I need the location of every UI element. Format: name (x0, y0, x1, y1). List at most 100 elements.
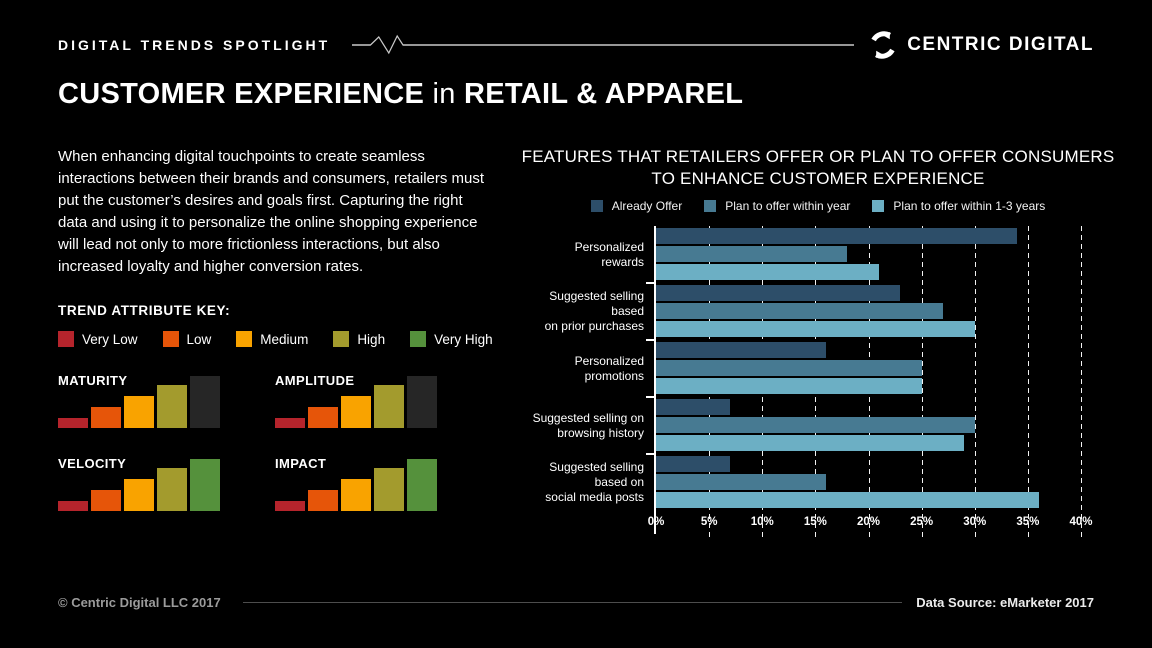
page-title-part2: RETAIL & APPAREL (464, 78, 744, 110)
attribute-bar (91, 407, 121, 429)
attribute-bar (124, 396, 154, 429)
trend-key-label: Very High (434, 331, 493, 347)
trend-key-swatch (58, 331, 74, 348)
plot-area: 0% 5% 10% 15% 20% 25% 30% 35% 40% (646, 226, 1093, 539)
y-axis-tick (646, 453, 656, 456)
bar-already-offer (656, 285, 901, 302)
brand-name: CENTRIC DIGITAL (907, 34, 1094, 55)
gridline (921, 226, 923, 539)
y-axis-tick (646, 396, 656, 399)
legend-item: Plan to offer within year (704, 199, 850, 213)
page-title: CUSTOMER EXPERIENCE in RETAIL & APPAREL (58, 78, 743, 111)
attribute-bar (374, 385, 404, 429)
bar-group (656, 340, 1087, 397)
chart-panel: FEATURES THAT RETAILERS OFFER OR PLAN TO… (520, 146, 1116, 539)
gridline (974, 226, 976, 539)
trend-key-swatch (162, 331, 179, 348)
category-label-line: Personalized (574, 353, 644, 368)
attribute-bar (157, 468, 187, 512)
x-axis-label: 30% (963, 516, 987, 529)
intro-paragraph: When enhancing digital touchpoints to cr… (58, 148, 485, 276)
trend-key-item: Medium (236, 331, 309, 348)
bar-plan-to-offer-within-year (656, 417, 975, 434)
x-axis-label: 0% (647, 516, 665, 529)
category-label-line: promotions (584, 368, 644, 383)
category-label: Suggested selling based on social media p… (520, 454, 654, 511)
bar-already-offer (656, 228, 1018, 245)
attribute-bar (341, 479, 371, 512)
bar-plan-to-offer-within-1-3-years (656, 435, 965, 452)
trend-key-swatch (410, 331, 427, 348)
page-title-connector: in (424, 78, 465, 110)
bar-plan-to-offer-within-year (656, 246, 848, 263)
attribute-bar (275, 418, 305, 429)
attribute-bar (157, 385, 187, 429)
gridline (1027, 226, 1029, 539)
category-label: Suggested selling based on prior purchase… (520, 283, 654, 340)
attribute-name: MATURITY (58, 373, 128, 389)
bar-groups-holder (656, 226, 1087, 511)
bar-chart: Personalized rewards Suggested selling bas… (520, 226, 1116, 539)
bar-group (656, 397, 1087, 454)
chart-title: FEATURES THAT RETAILERS OFFER OR PLAN TO… (520, 146, 1116, 190)
bar-plan-to-offer-within-1-3-years (656, 492, 1039, 509)
bar-plan-to-offer-within-year (656, 360, 922, 377)
trend-key-row: Very Low Low Medium High Very High (58, 331, 494, 348)
bar-group (656, 454, 1087, 511)
attribute-name: AMPLITUDE (275, 373, 355, 389)
bar-plan-to-offer-within-year (656, 303, 943, 320)
chart-title-line2: TO ENHANCE CUSTOMER EXPERIENCE (651, 169, 985, 189)
trend-key-label: Low (186, 331, 212, 347)
attribute-grid: MATURITY AMPLITUDE VELOCITY IMPACT (58, 373, 494, 512)
x-axis-label: 35% (1016, 516, 1040, 529)
attribute-chart: AMPLITUDE (275, 373, 437, 429)
attribute-bars (275, 459, 437, 512)
bar-plan-to-offer-within-1-3-years (656, 378, 922, 395)
attribute-name: IMPACT (275, 456, 327, 472)
x-axis-label: 20% (856, 516, 881, 529)
attribute-bars (58, 459, 220, 512)
category-label-line: Suggested selling on (532, 410, 644, 425)
attribute-bar (190, 376, 220, 429)
legend-label: Plan to offer within year (725, 199, 851, 214)
brand-logo-icon (871, 31, 895, 59)
bar-already-offer (656, 342, 826, 359)
category-label-line: social media posts (545, 490, 644, 505)
y-axis-tick (646, 339, 656, 342)
bar-plan-to-offer-within-1-3-years (656, 264, 880, 281)
footer-source: Data Source: eMarketer 2017 (916, 595, 1094, 610)
bar-group (656, 283, 1087, 340)
category-label-line: browsing history (557, 425, 644, 440)
chart-legend: Already Offer Plan to offer within year Pl… (520, 199, 1116, 213)
trend-key-item: Very Low (58, 331, 138, 348)
trend-key-item: High (333, 331, 386, 348)
trend-key-label: Medium (260, 331, 309, 347)
category-label-line: on prior purchases (544, 319, 644, 334)
left-column: When enhancing digital touchpoints to cr… (58, 146, 494, 512)
attribute-bar (308, 490, 338, 512)
footer-divider (242, 602, 903, 603)
attribute-bar (308, 407, 338, 429)
attribute-bars (275, 376, 437, 429)
attribute-bar (374, 468, 404, 512)
bar-plan-to-offer-within-year (656, 474, 826, 491)
category-label: Suggested selling on browsing history (520, 397, 654, 454)
y-axis-tick (646, 282, 656, 285)
chart-title-line1: FEATURES THAT RETAILERS OFFER OR PLAN TO… (521, 147, 1115, 166)
x-axis-label: 25% (910, 516, 934, 529)
attribute-bar (341, 396, 371, 429)
x-axis-label: 5% (700, 516, 718, 529)
legend-swatch (704, 200, 717, 213)
attribute-chart: IMPACT (275, 456, 437, 512)
attribute-bars (58, 376, 220, 429)
x-axis-label: 15% (803, 516, 827, 529)
footer: © Centric Digital LLC 2017 Data Source: … (58, 595, 1094, 610)
trend-key-label: High (357, 331, 386, 347)
brand-logo: CENTRIC DIGITAL (868, 30, 1094, 60)
category-label: Personalized promotions (520, 340, 654, 397)
legend-label: Already Offer (611, 199, 683, 214)
footer-copyright: © Centric Digital LLC 2017 (58, 595, 221, 610)
trend-key-swatch (333, 331, 350, 348)
legend-swatch (590, 200, 603, 213)
